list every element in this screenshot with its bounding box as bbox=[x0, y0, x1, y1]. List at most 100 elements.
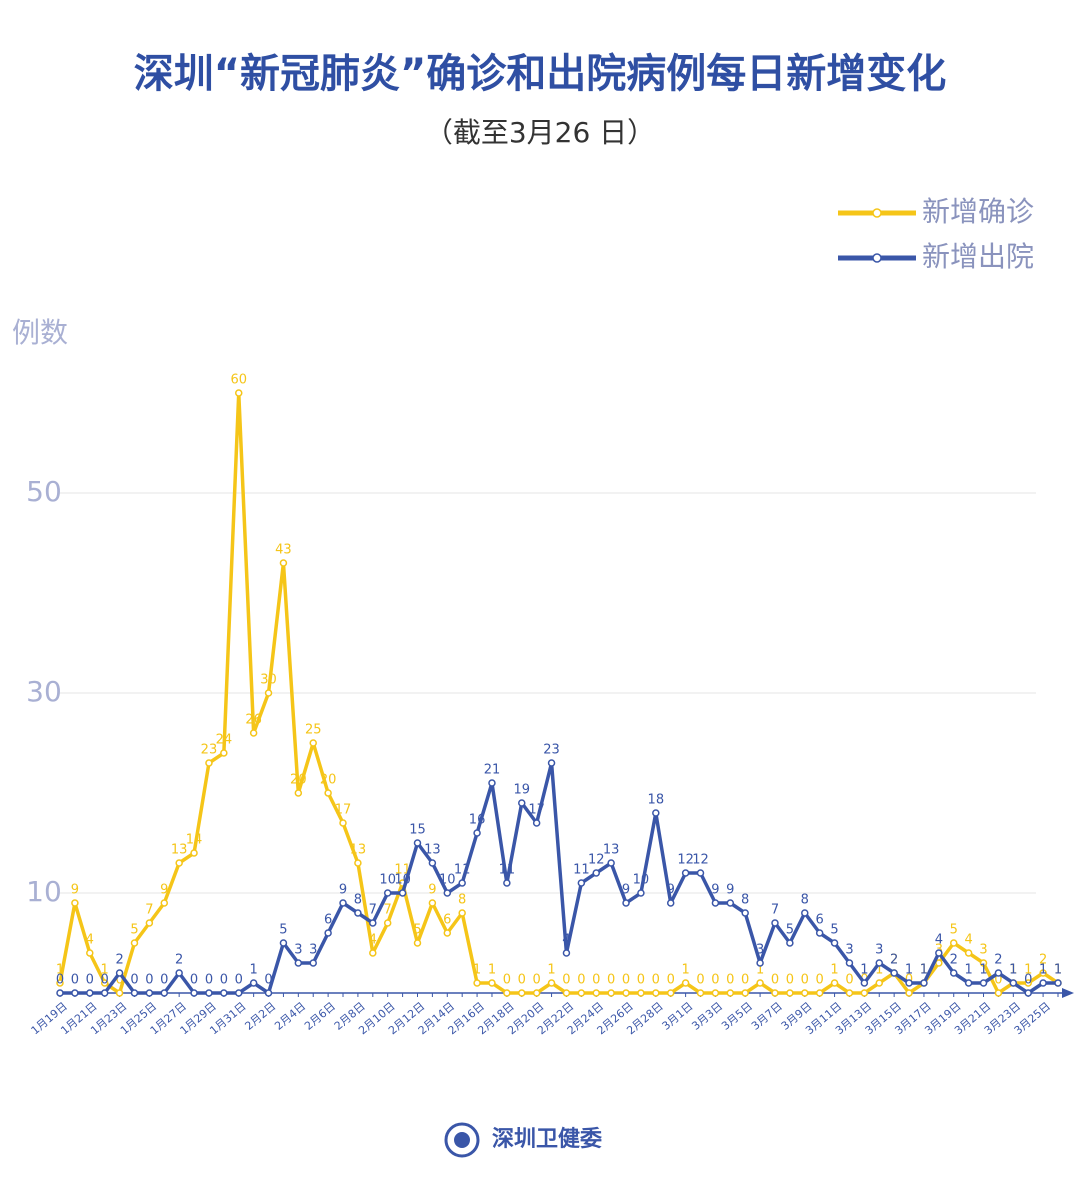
value-label: 8 bbox=[741, 893, 749, 908]
value-label: 1 bbox=[250, 963, 258, 978]
point bbox=[115, 989, 124, 997]
point bbox=[890, 969, 898, 977]
point bbox=[845, 989, 854, 997]
point bbox=[249, 729, 258, 737]
value-label: 0 bbox=[86, 973, 94, 988]
value-label: 5 bbox=[830, 923, 838, 938]
point bbox=[354, 909, 362, 917]
point bbox=[696, 989, 705, 997]
value-label: 1 bbox=[920, 963, 928, 978]
point bbox=[56, 979, 64, 987]
value-label: 9 bbox=[339, 883, 347, 898]
value-label: 9 bbox=[667, 883, 675, 898]
point bbox=[1039, 969, 1047, 977]
value-label: 10 bbox=[394, 873, 411, 888]
point bbox=[949, 969, 958, 977]
value-label: 13 bbox=[350, 843, 367, 858]
value-label: 17 bbox=[528, 803, 545, 818]
point bbox=[562, 989, 571, 997]
point bbox=[294, 959, 303, 967]
point bbox=[949, 939, 958, 947]
point bbox=[458, 909, 466, 917]
value-label: 4 bbox=[935, 933, 943, 948]
value-label: 0 bbox=[518, 973, 526, 988]
value-label: 0 bbox=[115, 973, 123, 988]
point bbox=[145, 919, 154, 927]
point bbox=[234, 989, 243, 997]
value-label: 0 bbox=[533, 973, 541, 988]
x-tick-label: 3月1日 bbox=[660, 1000, 696, 1033]
point bbox=[413, 839, 422, 847]
value-label: 1 bbox=[1039, 963, 1047, 978]
value-label: 2 bbox=[1039, 953, 1047, 968]
value-label: 9 bbox=[622, 883, 630, 898]
value-label: 2 bbox=[115, 953, 123, 968]
point bbox=[339, 819, 347, 827]
point bbox=[205, 759, 213, 767]
value-label: 1 bbox=[681, 963, 689, 978]
value-label: 11 bbox=[499, 863, 516, 878]
logo bbox=[444, 1122, 480, 1158]
point bbox=[473, 979, 481, 987]
point bbox=[175, 859, 183, 867]
point bbox=[815, 929, 824, 937]
value-label: 0 bbox=[771, 973, 779, 988]
value-label: 1 bbox=[56, 963, 64, 978]
value-label: 3 bbox=[309, 943, 317, 958]
value-label: 24 bbox=[216, 733, 233, 748]
value-label: 13 bbox=[424, 843, 441, 858]
value-label: 0 bbox=[145, 973, 153, 988]
point bbox=[473, 829, 481, 837]
point bbox=[369, 919, 377, 927]
value-label: 1 bbox=[488, 963, 496, 978]
point bbox=[547, 759, 556, 767]
y-tick-label: 10 bbox=[26, 875, 62, 908]
point bbox=[190, 849, 198, 857]
value-label: 3 bbox=[294, 943, 302, 958]
value-label: 3 bbox=[845, 943, 853, 958]
point bbox=[547, 979, 556, 987]
point bbox=[413, 939, 422, 947]
value-label: 0 bbox=[101, 973, 109, 988]
point bbox=[681, 869, 690, 877]
value-label: 3 bbox=[875, 943, 883, 958]
point bbox=[458, 879, 466, 887]
point bbox=[935, 949, 943, 957]
point bbox=[369, 949, 377, 957]
value-label: 0 bbox=[56, 973, 64, 988]
point bbox=[756, 979, 764, 987]
value-label: 0 bbox=[711, 973, 719, 988]
value-label: 0 bbox=[607, 973, 615, 988]
value-label: 0 bbox=[845, 973, 853, 988]
value-label: 18 bbox=[648, 793, 665, 808]
value-label: 23 bbox=[201, 743, 218, 758]
value-label: 7 bbox=[145, 903, 153, 918]
point bbox=[309, 959, 317, 967]
point bbox=[875, 959, 884, 967]
point bbox=[964, 949, 973, 957]
point bbox=[160, 899, 169, 907]
value-label: 6 bbox=[443, 913, 451, 928]
point bbox=[592, 989, 600, 997]
value-label: 0 bbox=[71, 973, 79, 988]
point bbox=[488, 779, 496, 787]
point bbox=[428, 859, 437, 867]
point bbox=[354, 859, 362, 867]
value-label: 6 bbox=[324, 913, 332, 928]
value-label: 12 bbox=[677, 853, 694, 868]
point bbox=[964, 979, 973, 987]
value-label: 1 bbox=[964, 963, 972, 978]
value-label: 0 bbox=[741, 973, 749, 988]
value-label: 1 bbox=[979, 963, 987, 978]
value-label: 8 bbox=[458, 893, 466, 908]
value-label: 7 bbox=[369, 903, 377, 918]
value-label: 0 bbox=[786, 973, 794, 988]
value-label: 21 bbox=[484, 763, 501, 778]
point bbox=[1009, 979, 1018, 987]
point bbox=[443, 929, 452, 937]
y-tick-label: 50 bbox=[26, 475, 62, 508]
value-label: 0 bbox=[220, 973, 228, 988]
legend-label: 新增确诊 bbox=[922, 195, 1034, 228]
point bbox=[830, 939, 839, 947]
value-label: 10 bbox=[439, 873, 456, 888]
